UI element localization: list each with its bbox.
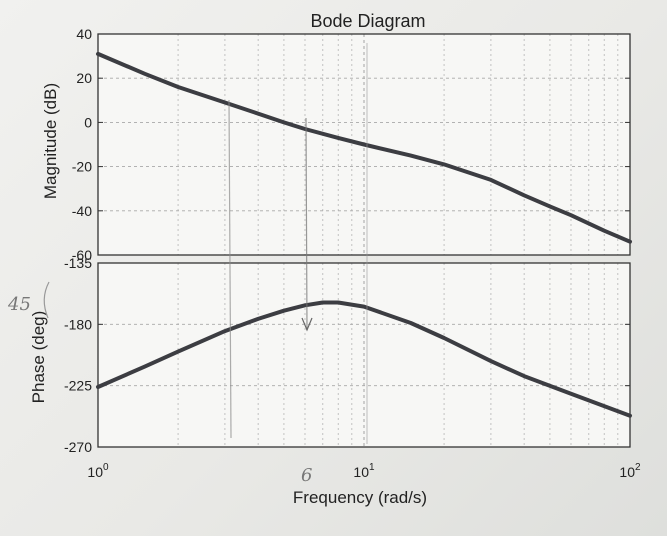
magnitude-ytick-label: -40 [72, 203, 92, 219]
magnitude-frame [97, 33, 631, 256]
magnitude-ytick-label: 40 [76, 26, 92, 42]
phase-series-line [96, 300, 632, 418]
handwritten-bracket [43, 281, 50, 319]
x-tick-label: 100 [87, 462, 109, 480]
phase-ytick-label: -225 [64, 378, 92, 394]
magnitude-ytick-label: 20 [76, 70, 92, 86]
phase-frame [97, 262, 631, 448]
phase-panel: -135 -180 -225 -270 100 101 102 [64, 255, 641, 480]
x-axis-label: Frequency (rad/s) [293, 488, 427, 507]
hand-drawn-line-1 [228, 99, 232, 439]
magnitude-ytick-label: -60 [72, 247, 92, 263]
phase-axis-label: Phase (deg) [29, 311, 48, 404]
magnitude-ytick-label: -20 [72, 159, 92, 175]
handwritten-45: 45 [7, 294, 31, 315]
phase-ytick-label: -135 [64, 255, 92, 271]
x-tick-label: 102 [619, 462, 641, 480]
magnitude-series-line [96, 51, 632, 244]
phase-ytick-label: -180 [64, 316, 92, 332]
chart-title: Bode Diagram [310, 11, 425, 31]
magnitude-ytick-label: 0 [84, 114, 92, 130]
phase-ytick-label: -270 [64, 439, 92, 455]
x-tick-label: 101 [353, 462, 375, 480]
magnitude-panel: 40 20 0 -20 -40 -60 [72, 26, 632, 263]
magnitude-axis-label: Magnitude (dB) [41, 83, 60, 199]
hand-drawn-line-2 [305, 117, 308, 331]
hand-drawn-arrow [301, 317, 313, 332]
handwritten-6: 6 [301, 465, 312, 486]
